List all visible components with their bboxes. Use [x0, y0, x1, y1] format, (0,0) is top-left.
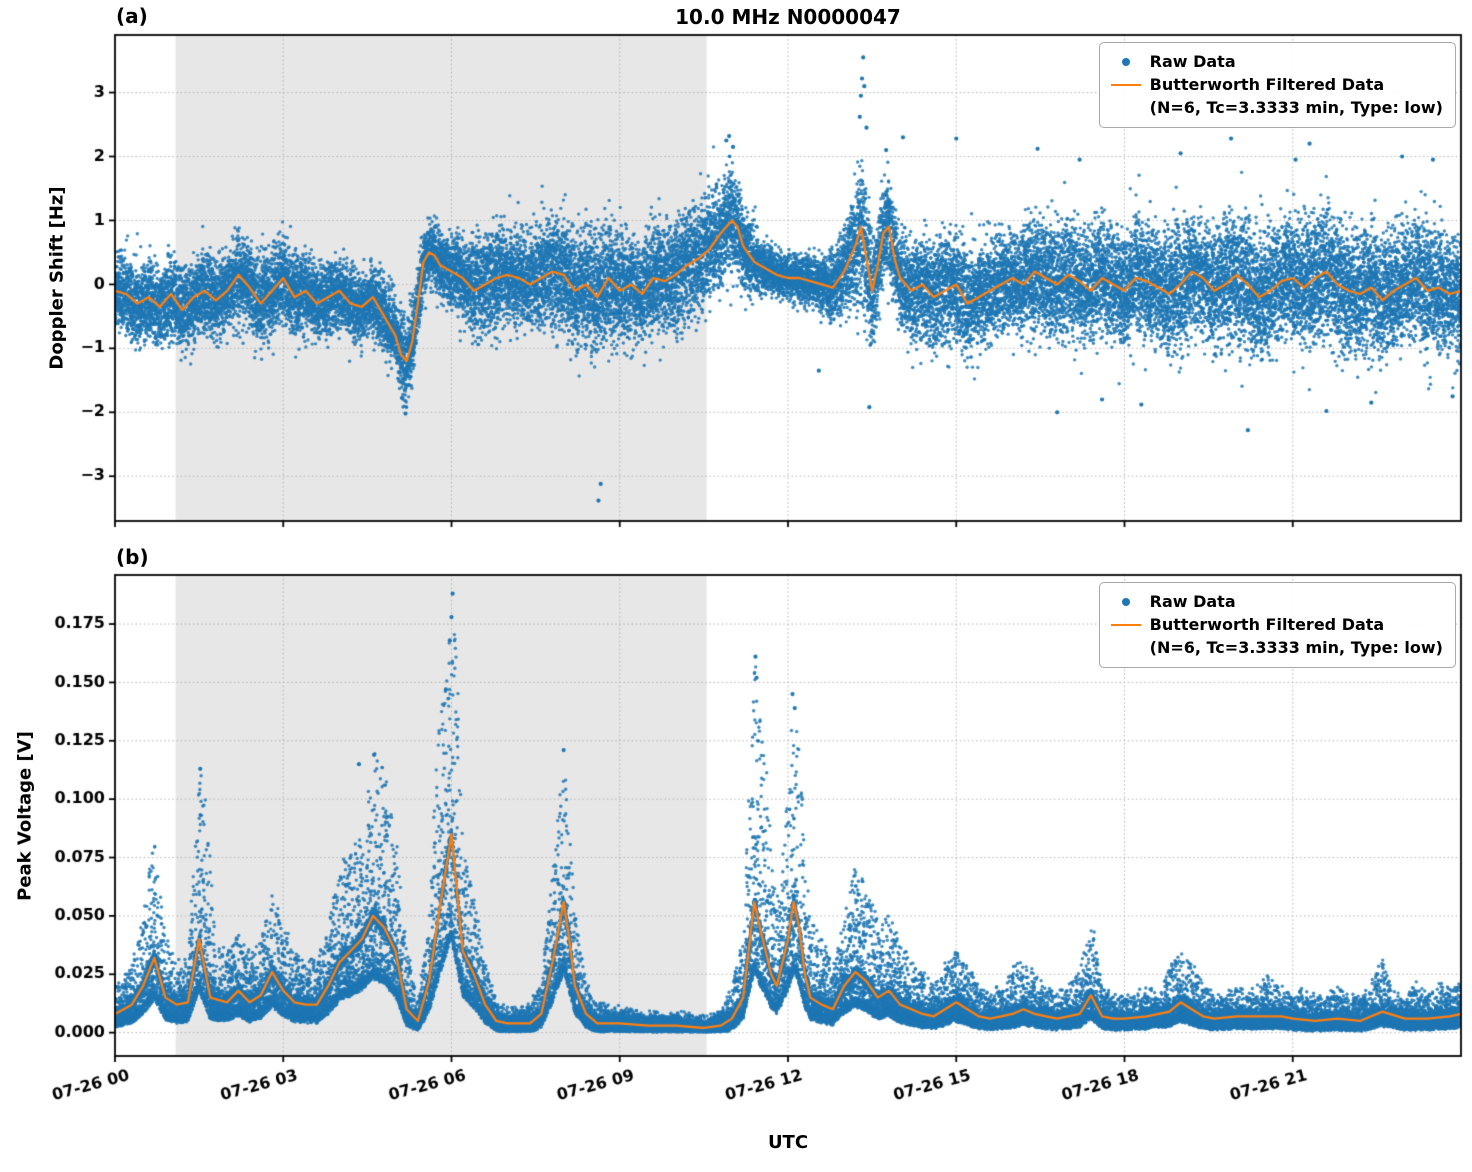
filtered-line-icon [1108, 83, 1144, 86]
legend-panel-a: Raw Data Butterworth Filtered Data (N=6,… [1098, 42, 1456, 128]
peak-voltage-axis-label: Peak Voltage [V] [14, 731, 36, 901]
utc-axis-label: UTC [767, 1132, 809, 1153]
legend-row-raw: Raw Data [1108, 50, 1443, 73]
filtered-line-icon [1108, 623, 1144, 626]
filtered-legend-sublabel: (N=6, Tc=3.3333 min, Type: low) [1149, 98, 1443, 118]
raw-data-dot-icon [1108, 597, 1144, 606]
legend-row-filtered-params: (N=6, Tc=3.3333 min, Type: low) [1108, 96, 1443, 119]
legend-row-filtered-params: (N=6, Tc=3.3333 min, Type: low) [1108, 636, 1443, 659]
legend-row-raw: Raw Data [1108, 590, 1443, 613]
legend-row-filtered: Butterworth Filtered Data [1108, 613, 1443, 636]
panel-a-label: (a) [116, 4, 148, 28]
legend-row-filtered: Butterworth Filtered Data [1108, 73, 1443, 96]
filtered-legend-label: Butterworth Filtered Data [1149, 75, 1385, 95]
doppler-shift-axis-label: Doppler Shift [Hz] [46, 186, 68, 370]
panel-b-label: (b) [116, 545, 149, 569]
raw-data-legend-label: Raw Data [1149, 592, 1236, 611]
raw-data-dot-icon [1108, 57, 1144, 66]
filtered-legend-label: Butterworth Filtered Data [1149, 615, 1385, 635]
filtered-legend-sublabel: (N=6, Tc=3.3333 min, Type: low) [1149, 638, 1443, 658]
chart-title: 10.0 MHz N0000047 [675, 5, 901, 29]
legend-panel-b: Raw Data Butterworth Filtered Data (N=6,… [1098, 582, 1456, 668]
raw-data-legend-label: Raw Data [1149, 52, 1236, 71]
